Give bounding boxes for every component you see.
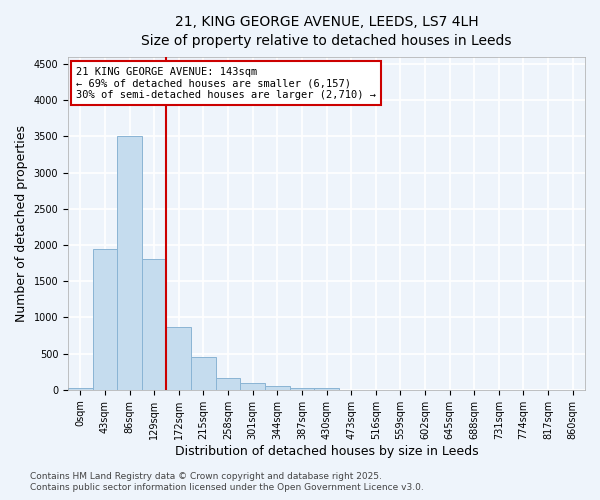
Text: 21 KING GEORGE AVENUE: 143sqm
← 69% of detached houses are smaller (6,157)
30% o: 21 KING GEORGE AVENUE: 143sqm ← 69% of d… <box>76 66 376 100</box>
Bar <box>117 136 142 390</box>
X-axis label: Distribution of detached houses by size in Leeds: Distribution of detached houses by size … <box>175 444 478 458</box>
Y-axis label: Number of detached properties: Number of detached properties <box>15 124 28 322</box>
Text: Contains HM Land Registry data © Crown copyright and database right 2025.
Contai: Contains HM Land Registry data © Crown c… <box>30 472 424 492</box>
Bar <box>142 260 166 390</box>
Bar <box>241 384 265 390</box>
Bar <box>290 388 314 390</box>
Bar <box>92 248 117 390</box>
Bar <box>216 378 241 390</box>
Bar <box>68 388 92 390</box>
Bar <box>191 357 216 390</box>
Bar <box>265 386 290 390</box>
Bar <box>314 388 339 390</box>
Bar <box>166 327 191 390</box>
Title: 21, KING GEORGE AVENUE, LEEDS, LS7 4LH
Size of property relative to detached hou: 21, KING GEORGE AVENUE, LEEDS, LS7 4LH S… <box>141 15 512 48</box>
